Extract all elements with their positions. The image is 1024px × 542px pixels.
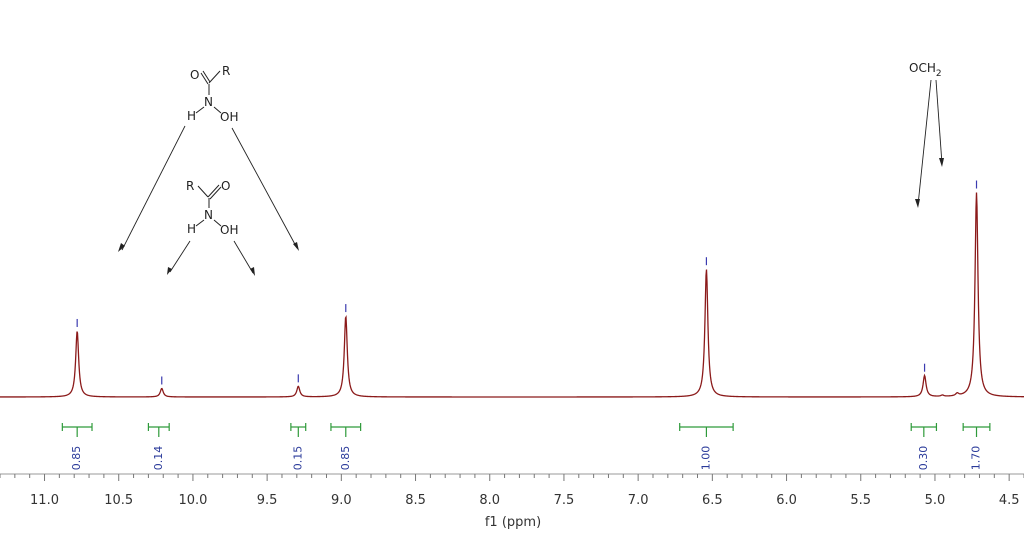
mol2-r-group: R [186,179,194,193]
och2-label: OCH2 [909,61,942,79]
tick-label-11: 5.5 [850,493,871,508]
tick-label-13: 4.5 [999,493,1020,508]
tick-label-8: 7.0 [628,493,649,508]
arrow-mol2-left [169,240,191,273]
annotations: O R N H OH R O N H OH [118,61,944,276]
mol2-hydrogen: H [187,222,196,236]
integral-5: 0.30 [910,423,938,471]
tick-label-10: 6.0 [776,493,797,508]
mol1-r-group: R [222,64,230,78]
integral-label: 0.30 [917,446,930,471]
molecule-1: O R N H OH [187,64,238,124]
tick-label-6: 8.0 [479,493,500,508]
tick-label-5: 8.5 [405,493,426,508]
arrow-och2-right [935,79,943,165]
och2-text: OCH [909,61,936,75]
annotation-arrows [121,79,943,274]
tick-label-1: 10.5 [104,493,133,508]
arrowhead-mol2-left [167,267,172,275]
integral-label: 0.85 [70,446,83,471]
tick-label-4: 9.0 [331,493,352,508]
arrow-mol2-right [233,240,254,274]
x-axis: 11.0 10.5 10.0 9.5 9.0 8.5 8.0 7.5 7.0 6.5 6.0 5.5 5… [0,473,1024,530]
annotation-arrowheads [118,158,944,276]
mol2-nitrogen: N [204,208,213,222]
integral-6: 1.70 [962,423,991,471]
arrowhead-och2-right [939,158,944,167]
integral-label: 1.70 [970,446,983,471]
och2-subscript: 2 [936,69,942,79]
mol1-hydroxyl: OH [220,110,238,124]
molecule-2: R O N H OH [186,179,238,237]
tick-label-7: 7.5 [554,493,575,508]
mol1-hydrogen: H [187,109,196,123]
tick-label-0: 11.0 [30,493,59,508]
mol1-oxygen: O [190,68,199,82]
tick-label-3: 9.5 [257,493,278,508]
mol2-oxygen: O [221,179,230,193]
arrow-och2-left [917,79,932,206]
integral-3: 0.85 [330,423,362,471]
x-axis-title: f1 (ppm) [485,515,541,530]
integral-label: 0.15 [291,446,304,471]
arrowhead-mol1-left [118,243,125,252]
integral-label: 0.85 [339,446,352,471]
integral-4: 1.00 [679,423,734,471]
integrals-layer: 0.85 0.14 0.15 0.85 1.00 0.30 1.70 [61,423,991,471]
integral-label: 1.00 [699,446,712,471]
integral-1: 0.14 [147,423,170,471]
arrowhead-och2-left [915,199,920,208]
arrowhead-mol1-right [293,242,299,251]
mol1-bonds [195,70,222,114]
arrow-mol1-left [121,125,186,251]
tick-label-2: 10.0 [178,493,207,508]
tick-label-12: 5.0 [925,493,946,508]
spectrum-layer [0,180,1024,398]
mol1-nitrogen: N [204,95,213,109]
spectrum-trace [0,192,1024,398]
arrowhead-mol2-right [250,267,255,276]
integral-0: 0.85 [61,423,93,471]
integral-2: 0.15 [290,423,307,471]
tick-label-9: 6.5 [702,493,723,508]
mol2-hydroxyl: OH [220,223,238,237]
arrow-mol1-right [231,127,298,249]
integral-label: 0.14 [152,446,165,471]
mol2-bonds [195,184,222,227]
